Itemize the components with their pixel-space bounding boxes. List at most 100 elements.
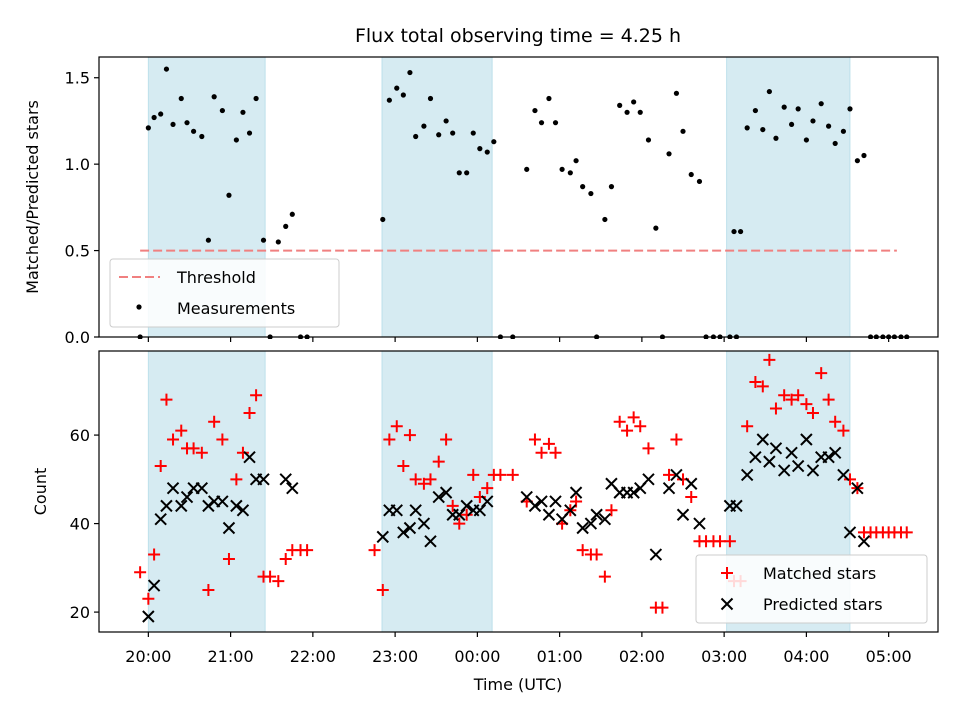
predicted-stars-point xyxy=(376,530,389,544)
predicted-stars-point xyxy=(670,468,683,482)
measurement-point xyxy=(283,223,289,229)
matched-stars-point xyxy=(446,499,459,512)
observing-window-band xyxy=(381,56,493,338)
predicted-stars-point xyxy=(576,521,589,535)
measurement-point xyxy=(524,166,530,172)
matched-stars-point xyxy=(815,367,828,380)
matched-stars-point xyxy=(187,442,200,455)
matched-stars-point xyxy=(642,442,655,455)
measurement-point xyxy=(421,123,427,129)
predicted-stars-point xyxy=(598,512,612,526)
matched-stars-point xyxy=(837,424,850,437)
measurement-point xyxy=(803,137,809,143)
measurement-point xyxy=(532,107,538,114)
predicted-stars-point xyxy=(685,477,698,490)
measurement-point xyxy=(631,99,637,105)
measurement-point xyxy=(602,216,608,223)
predicted-stars-point xyxy=(843,526,857,539)
predicted-stars-point xyxy=(286,481,299,495)
predicted-stars-point xyxy=(822,450,835,464)
predicted-stars-point xyxy=(257,473,270,486)
matched-stars-point xyxy=(167,433,180,446)
measurement-point xyxy=(552,120,559,126)
measurement-point xyxy=(760,126,766,133)
predicted-stars-point xyxy=(549,495,562,508)
measurement-point xyxy=(832,140,838,147)
axes-frame xyxy=(98,350,939,633)
matched-stars-point xyxy=(222,552,235,565)
legend-measurement-swatch xyxy=(136,304,142,310)
y-tick-label: 1.0 xyxy=(65,155,90,174)
axes-frame xyxy=(98,56,939,338)
measurement-point xyxy=(752,107,758,114)
measurement-point xyxy=(781,104,787,110)
predicted-stars-point xyxy=(828,446,842,459)
matched-stars-point xyxy=(605,504,618,517)
predicted-stars-point xyxy=(147,579,161,592)
measurement-point xyxy=(773,135,779,141)
matched-stars-point xyxy=(403,429,416,442)
measurement-point xyxy=(199,133,205,140)
legend-matched-swatch xyxy=(721,567,733,579)
measurement-point xyxy=(673,90,680,96)
matched-stars-point xyxy=(376,583,389,596)
matched-stars-point xyxy=(424,473,437,486)
matched-stars-point xyxy=(723,535,736,548)
y-axis-label: Count xyxy=(31,468,50,516)
predicted-stars-point xyxy=(439,486,453,499)
measurement-point xyxy=(818,101,824,107)
measurement-point xyxy=(380,216,386,223)
measurement-point xyxy=(653,225,659,231)
predicted-stars-point xyxy=(180,490,194,504)
predicted-stars-point xyxy=(222,521,236,535)
matched-stars-point xyxy=(535,446,548,459)
predicted-stars-point xyxy=(195,481,209,495)
matched-stars-point xyxy=(822,393,835,406)
count-panel: 20 40 60 20:00 21:00 22:00 23:00 00:00 01:00 02:0… xyxy=(31,350,939,666)
measurement-point xyxy=(680,128,686,134)
predicted-stars-point xyxy=(453,508,466,521)
y-tick-label: 40 xyxy=(70,515,90,534)
matched-stars-point xyxy=(301,544,314,557)
predicted-stars-point xyxy=(837,468,850,482)
measurement-point xyxy=(233,137,239,143)
legend-label: Matched stars xyxy=(763,564,876,583)
observing-window-band xyxy=(726,56,851,338)
matched-stars-point xyxy=(134,566,147,579)
measurement-point xyxy=(436,132,442,138)
measurement-point xyxy=(163,66,170,72)
matched-stars-point xyxy=(142,592,155,605)
measurement-point xyxy=(386,97,392,103)
predicted-stars-point xyxy=(535,495,548,508)
observing-window-band xyxy=(147,350,266,633)
measurement-point xyxy=(253,95,259,102)
matched-stars-point xyxy=(634,420,647,433)
matched-stars-point xyxy=(763,353,776,366)
matched-stars-point xyxy=(208,415,221,428)
matched-stars-point xyxy=(264,570,277,583)
y-tick-label: 20 xyxy=(70,603,90,622)
predicted-stars-point xyxy=(473,504,487,517)
matched-stars-point xyxy=(670,433,683,446)
measurement-point xyxy=(491,139,497,145)
measurement-point xyxy=(226,192,232,198)
x-tick-label: 01:00 xyxy=(537,647,583,666)
matched-stars-point xyxy=(576,544,589,557)
matched-stars-point xyxy=(627,411,640,424)
x-tick-label: 22:00 xyxy=(290,647,336,666)
measurement-point xyxy=(847,106,853,112)
matched-stars-point xyxy=(154,460,167,473)
measurement-point xyxy=(407,69,413,76)
predicted-stars-point xyxy=(279,473,292,486)
matched-stars-point xyxy=(598,570,611,583)
predicted-stars-point xyxy=(590,508,603,521)
measurement-point xyxy=(470,130,476,136)
x-tick-label: 05:00 xyxy=(866,647,912,666)
predicted-stars-point xyxy=(791,459,805,473)
measurement-point xyxy=(484,149,490,155)
measurement-point xyxy=(737,228,744,235)
matched-stars-point xyxy=(467,468,480,481)
predicted-stars-point xyxy=(569,486,583,499)
matched-stars-point xyxy=(663,468,676,481)
measurement-point xyxy=(246,130,253,136)
